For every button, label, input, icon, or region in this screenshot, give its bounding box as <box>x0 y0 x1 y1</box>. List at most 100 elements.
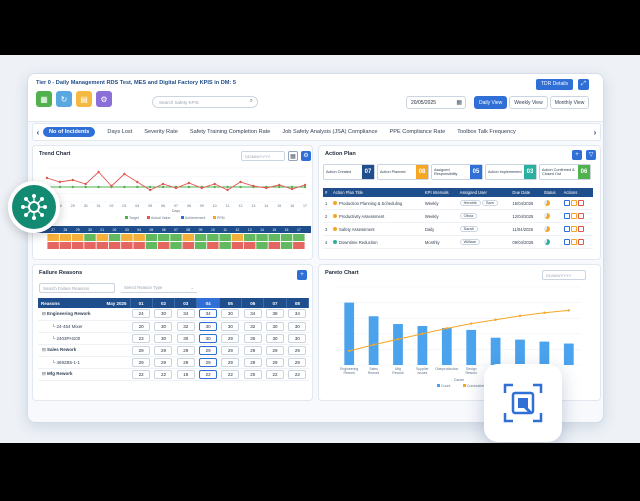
filter-icon[interactable]: ▽ <box>586 150 596 160</box>
value-input[interactable]: 20 <box>132 321 151 331</box>
delete-icon[interactable] <box>577 239 584 245</box>
value-input[interactable]: 30 <box>288 321 307 331</box>
value-input[interactable]: 29 <box>288 345 307 355</box>
kpi-tab-1[interactable]: Days Lost <box>107 129 133 135</box>
table-row[interactable]: 4 Downtime Reduction Monthly William 09/04/… <box>323 235 593 249</box>
kpi-tab-5[interactable]: PPE Compliance Rate <box>389 129 446 135</box>
status-box-2[interactable]: Assigned Responsibility 05 <box>431 164 483 180</box>
status-box-0[interactable]: Action Created 07 <box>323 164 375 180</box>
value-input[interactable]: 29 <box>154 357 173 367</box>
value-input[interactable]: 29 <box>243 345 262 355</box>
value-input[interactable]: 22 <box>221 369 240 379</box>
value-input[interactable]: 22 <box>199 369 218 379</box>
monthly-view-button[interactable]: Monthly View <box>549 96 590 109</box>
trend-calendar-icon[interactable]: ▦ <box>288 151 298 161</box>
value-input[interactable]: 29 <box>132 345 151 355</box>
table-row[interactable]: ⊟ Sales Rework 29 29 29 29 29 29 29 29 <box>38 344 309 357</box>
value-input[interactable]: 30 <box>154 309 173 319</box>
value-input[interactable]: 29 <box>243 357 262 367</box>
value-input[interactable]: 22 <box>132 369 151 379</box>
view-icon[interactable] <box>563 213 570 219</box>
value-input[interactable]: 29 <box>176 345 195 355</box>
user-chip[interactable]: Sarah <box>459 226 478 232</box>
value-input[interactable]: 30 <box>288 333 307 343</box>
value-input[interactable]: 29 <box>221 345 240 355</box>
value-input[interactable]: 30 <box>154 321 173 331</box>
value-input[interactable]: 29 <box>176 357 195 367</box>
table-row[interactable]: 2 Productivity Assessment Weekly Olivia 12/… <box>323 209 593 223</box>
document-icon[interactable]: ▤ <box>76 91 92 107</box>
value-input[interactable]: 29 <box>288 357 307 367</box>
value-input[interactable]: 29 <box>199 357 218 367</box>
add-action-button[interactable]: + <box>572 150 582 160</box>
value-input[interactable]: 24 <box>132 309 151 319</box>
value-input[interactable]: 30 <box>221 321 240 331</box>
kpi-search-input[interactable]: Search Safety KPIS ⌕ <box>152 96 258 108</box>
value-input[interactable]: 29 <box>132 357 151 367</box>
add-reason-button[interactable]: + <box>297 270 307 280</box>
value-input[interactable]: 30 <box>266 333 285 343</box>
value-input[interactable]: 29 <box>199 345 218 355</box>
value-input[interactable]: 18 <box>176 369 195 379</box>
delete-icon[interactable] <box>577 200 584 206</box>
value-input[interactable]: 34 <box>288 309 307 319</box>
edit-icon[interactable] <box>570 239 577 245</box>
table-row[interactable]: ⊟ Mfg Rework 22 22 18 22 22 20 22 22 <box>38 368 309 381</box>
collapse-icon[interactable]: ⊟ <box>42 371 48 376</box>
value-input[interactable]: 34 <box>243 309 262 319</box>
status-box-1[interactable]: Action Planned 08 <box>377 164 429 180</box>
date-picker[interactable]: 20/05/2025 ▦ <box>406 96 466 109</box>
reason-type-select[interactable]: Select Reason Type ⌄ <box>121 283 197 293</box>
failure-search-input[interactable]: Search Failure Reasons <box>39 283 115 293</box>
collapse-icon[interactable]: ⊟ <box>42 310 48 316</box>
value-input[interactable]: 20 <box>243 369 262 379</box>
tdr-details-button[interactable]: TDR Details <box>536 79 573 90</box>
delete-icon[interactable] <box>577 213 584 219</box>
value-input[interactable]: 23 <box>132 333 151 343</box>
value-input[interactable]: 29 <box>266 357 285 367</box>
value-input[interactable]: 22 <box>288 369 307 379</box>
value-input[interactable]: 29 <box>266 345 285 355</box>
value-input[interactable]: 30 <box>154 333 173 343</box>
value-input[interactable]: 32 <box>243 321 262 331</box>
value-input[interactable]: 30 <box>266 321 285 331</box>
trend-settings-icon[interactable]: ⚙ <box>301 151 311 161</box>
value-input[interactable]: 30 <box>199 333 218 343</box>
kpi-tab-3[interactable]: Safety Training Completion Rate <box>189 129 271 135</box>
gear-icon[interactable]: ⚙ <box>96 91 112 107</box>
weekly-view-button[interactable]: Weekly View <box>509 96 548 109</box>
view-icon[interactable] <box>563 226 570 232</box>
value-input[interactable]: 29 <box>221 333 240 343</box>
value-input[interactable]: 30 <box>199 321 218 331</box>
table-row[interactable]: 3 Safety Assessment Daily Sarah 11/04/2025 <box>323 222 593 236</box>
table-row[interactable]: ⊟ Engineering Rework 24 30 34 34 30 34 38 34 <box>38 308 309 321</box>
pareto-date-input[interactable]: DD/MM/YYYY <box>542 270 586 280</box>
table-row[interactable]: └ 24-454 Mixer 20 30 32 30 30 32 30 30 <box>38 320 309 333</box>
flow-icon[interactable]: ↻ <box>56 91 72 107</box>
kpi-tab-0[interactable]: No of Incidents <box>43 127 96 137</box>
value-input[interactable]: 22 <box>266 369 285 379</box>
grid-icon[interactable]: ▦ <box>36 91 52 107</box>
value-input[interactable]: 38 <box>266 309 285 319</box>
user-chip[interactable]: William <box>459 239 480 245</box>
kpi-tab-6[interactable]: Toolbox Talk Frequency <box>457 129 516 135</box>
view-icon[interactable] <box>563 200 570 206</box>
delete-icon[interactable] <box>577 226 584 232</box>
value-input[interactable]: 30 <box>176 333 195 343</box>
value-input[interactable]: 32 <box>176 321 195 331</box>
chevron-right-icon[interactable]: › <box>593 127 597 137</box>
table-row[interactable]: └ 4692B5-1-1 29 29 29 29 29 29 29 29 <box>38 356 309 369</box>
kpi-tab-2[interactable]: Severity Rate <box>144 129 178 135</box>
status-box-4[interactable]: Action Confirmed & Closed Out 06 <box>539 164 591 180</box>
kpi-tab-4[interactable]: Job Safety Analysis (JSA) Compliance <box>282 129 378 135</box>
user-chip[interactable]: Hendrik <box>459 200 481 206</box>
table-row[interactable]: └ 2403PH100 23 30 30 30 29 30 30 30 <box>38 332 309 345</box>
collapse-icon[interactable]: ⊟ <box>42 347 48 352</box>
user-chip[interactable]: Olivia <box>459 213 478 219</box>
edit-icon[interactable] <box>570 213 577 219</box>
value-input[interactable]: 29 <box>154 345 173 355</box>
user-chip[interactable]: Sam <box>481 200 498 206</box>
value-input[interactable]: 22 <box>154 369 173 379</box>
trend-date-input[interactable]: DD/MM/YYYY <box>241 151 285 161</box>
value-input[interactable]: 30 <box>243 333 262 343</box>
